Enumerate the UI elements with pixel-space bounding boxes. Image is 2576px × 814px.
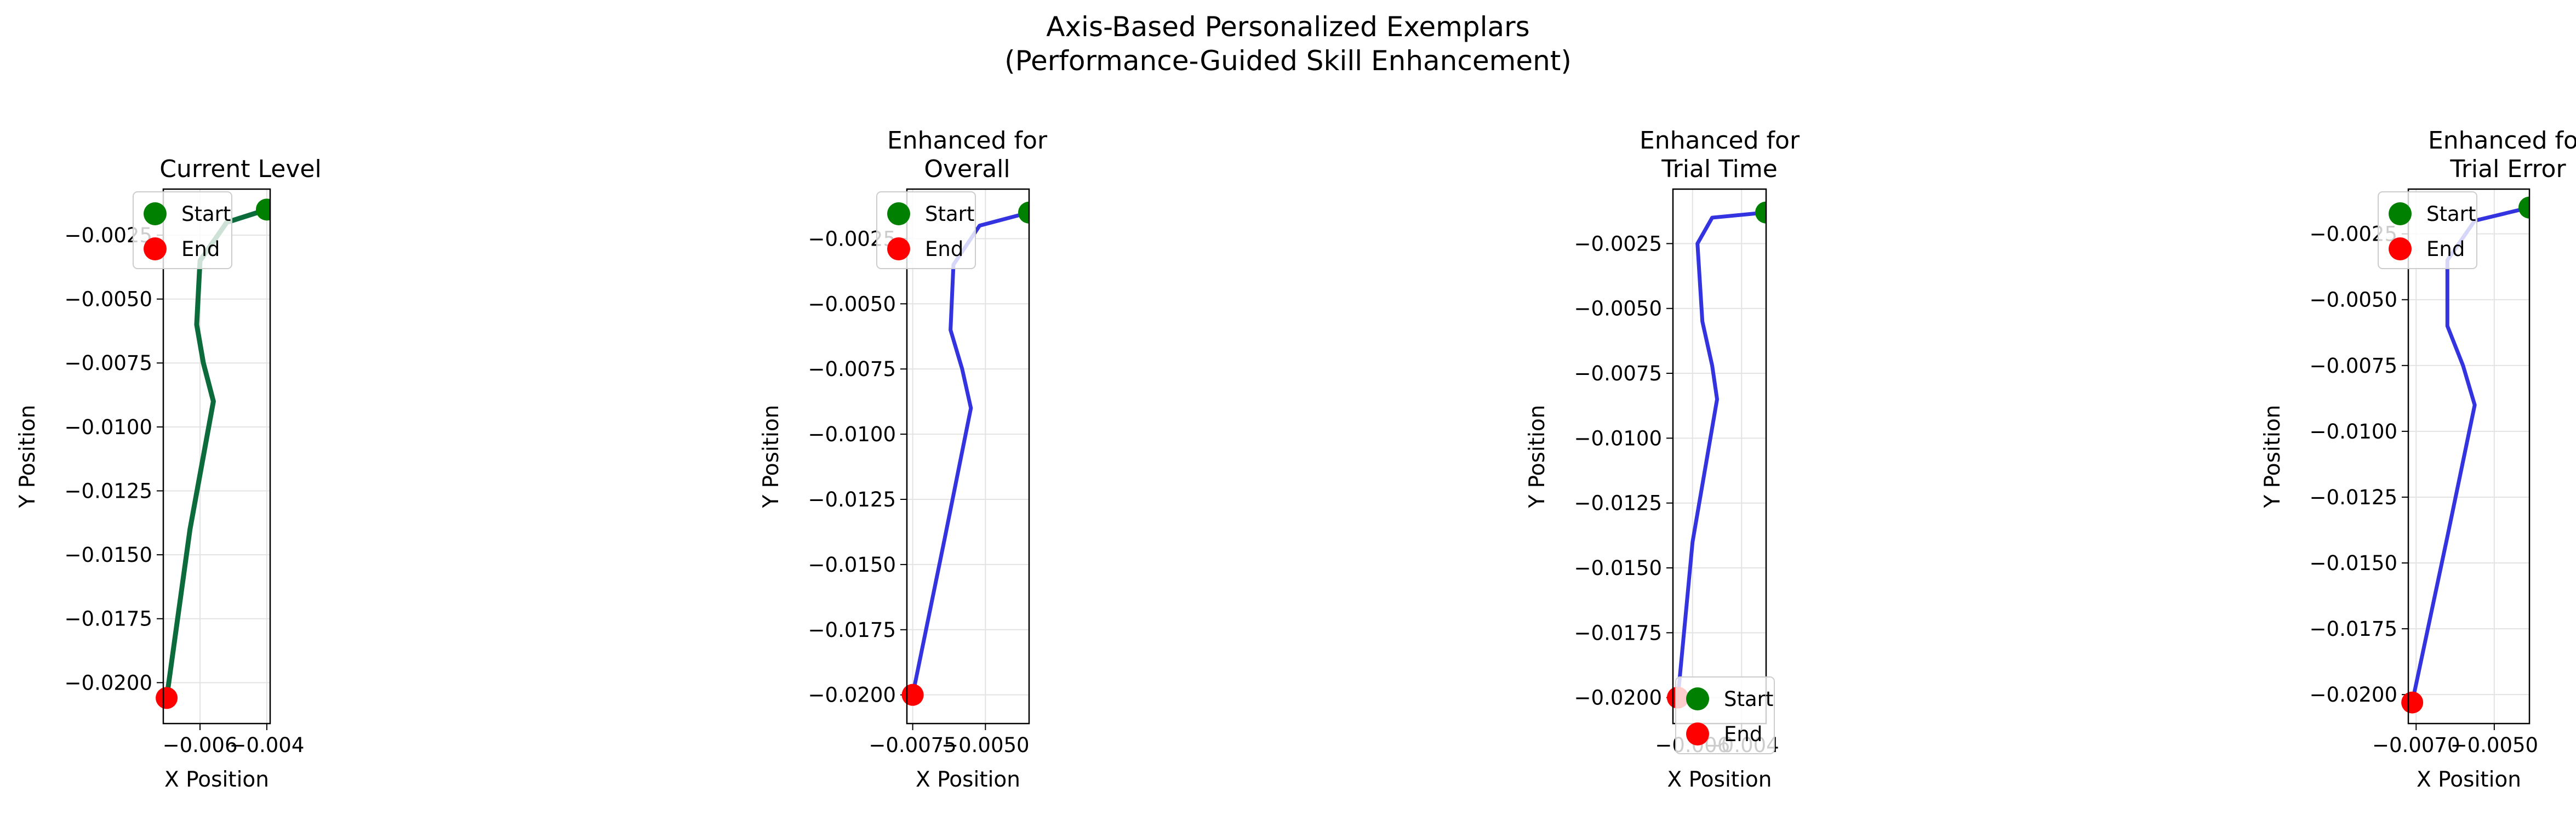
y-tick-label: −0.0200 xyxy=(808,684,896,707)
subplot-title: Current Level xyxy=(159,155,321,183)
y-axis-label: Y Position xyxy=(15,405,40,508)
y-tick-label: −0.0200 xyxy=(2310,683,2397,707)
legend-start-label: Start xyxy=(1724,687,1773,711)
legend-end-marker xyxy=(1686,722,1709,745)
trajectory-group xyxy=(2410,196,2529,705)
legend-end-label: End xyxy=(925,237,963,261)
legend-start-label: Start xyxy=(2426,202,2476,226)
legend-start-marker xyxy=(2389,202,2412,225)
subplot-title: Enhanced for xyxy=(887,127,1048,155)
y-tick-label: −0.0150 xyxy=(65,543,152,567)
y-tick-label: −0.0075 xyxy=(2310,354,2397,378)
axes-frame xyxy=(1672,188,1767,725)
y-tick-label: −0.0050 xyxy=(808,292,896,316)
legend-end-label: End xyxy=(1724,722,1762,746)
legend-end-marker xyxy=(144,237,167,260)
y-tick-label: −0.0075 xyxy=(1574,362,1662,385)
legend-end-label: End xyxy=(2426,237,2465,261)
start-marker xyxy=(1755,201,1766,224)
x-tick-label: −0.0075 xyxy=(869,733,956,757)
subplot-title: Overall xyxy=(924,155,1010,183)
start-marker xyxy=(255,198,270,221)
y-tick-label: −0.0100 xyxy=(2310,420,2397,443)
x-axis-label: X Position xyxy=(164,767,269,792)
x-tick-label: −0.0050 xyxy=(941,733,1029,757)
trajectory-line xyxy=(911,210,1029,697)
trajectory-group xyxy=(164,198,270,701)
axes-frame xyxy=(2407,188,2531,725)
legend-start-marker xyxy=(144,202,167,225)
legend-start-label: Start xyxy=(181,202,231,226)
y-tick-label: −0.0125 xyxy=(2310,486,2397,509)
y-tick-label: −0.0175 xyxy=(65,607,152,631)
trajectory-group xyxy=(1676,201,1766,700)
y-tick-label: −0.0075 xyxy=(808,357,896,381)
x-tick-label: −0.004 xyxy=(229,733,304,757)
y-tick-label: −0.0175 xyxy=(2310,617,2397,641)
x-axis-label: X Position xyxy=(1667,767,1772,792)
subplot-3: −0.0025 −0.0050 −0.0075 −0.0100 −0.0125 −0.01… xyxy=(1525,127,1800,792)
y-tick-label: −0.0050 xyxy=(65,288,152,311)
y-tick-label: −0.0125 xyxy=(808,488,896,511)
axes-frame xyxy=(162,188,271,725)
x-axis-label: X Position xyxy=(916,767,1020,792)
y-tick-label: −0.0150 xyxy=(1574,556,1662,580)
legend-end-label: End xyxy=(181,237,220,261)
x-tick-label: −0.0070 xyxy=(2372,733,2460,757)
y-tick-label: −0.0150 xyxy=(808,553,896,577)
y-tick-label: −0.0050 xyxy=(2310,288,2397,312)
legend-start-marker xyxy=(1686,687,1709,710)
legend: Start End xyxy=(876,191,976,269)
subplot-title: Trial Time xyxy=(1661,155,1778,183)
figure-title: Axis-Based Personalized Exemplars (Perfo… xyxy=(0,10,2576,78)
subplot-title: Enhanced for xyxy=(2428,127,2576,155)
y-tick-label: −0.0175 xyxy=(1574,621,1662,645)
subplot-4: −0.0025−0.0050−0.0075−0.0100−0.0125−0.01… xyxy=(2260,127,2576,792)
figure-title-line1: Axis-Based Personalized Exemplars xyxy=(1046,11,1530,43)
legend: Start End xyxy=(1675,676,1775,754)
y-tick-label: −0.0075 xyxy=(65,351,152,375)
y-tick-label: −0.0100 xyxy=(808,423,896,446)
end-marker xyxy=(901,684,924,706)
legend-start-marker xyxy=(887,202,910,225)
subplot-1: −0.0025−0.0050−0.0075−0.0100−0.0125−0.01… xyxy=(15,155,322,792)
start-marker xyxy=(1018,201,1029,224)
y-axis-label: Y Position xyxy=(759,405,784,508)
legend-start-label: Start xyxy=(925,202,974,226)
axes-frame xyxy=(906,188,1030,725)
start-marker xyxy=(2518,196,2529,219)
y-tick-label: −0.0025 xyxy=(1574,232,1662,255)
subplot-2: −0.0025−0.0050−0.0075−0.0100−0.0125−0.01… xyxy=(759,127,1048,792)
end-marker xyxy=(2401,691,2424,714)
subplot-title: Trial Error xyxy=(2449,155,2566,183)
y-tick-label: −0.0100 xyxy=(1574,426,1662,450)
trajectory-group xyxy=(911,201,1029,697)
y-tick-label: −0.0050 xyxy=(1574,297,1662,321)
x-tick-label: −0.0050 xyxy=(2451,733,2538,757)
y-tick-label: −0.0200 xyxy=(65,671,152,695)
end-marker xyxy=(156,687,178,709)
legend-end-marker xyxy=(887,237,910,260)
subplot-title: Enhanced for xyxy=(1640,127,1800,155)
trajectory-line xyxy=(164,207,270,701)
legend: Start End xyxy=(2378,191,2477,269)
trajectory-line xyxy=(1676,210,1766,700)
y-axis-label: Y Position xyxy=(2260,405,2285,508)
x-tick-label: −0.006 xyxy=(163,733,238,757)
legend: Start End xyxy=(133,191,232,269)
figure-title-line2: (Performance-Guided Skill Enhancement) xyxy=(1004,45,1572,77)
legend-end-marker xyxy=(2389,237,2412,260)
y-axis-label: Y Position xyxy=(1525,405,1550,508)
y-tick-label: −0.0125 xyxy=(65,479,152,503)
y-tick-label: −0.0100 xyxy=(65,415,152,439)
y-tick-label: −0.0175 xyxy=(808,618,896,642)
y-tick-label: −0.0200 xyxy=(1574,686,1662,710)
x-axis-label: X Position xyxy=(2417,767,2521,792)
y-tick-label: −0.0125 xyxy=(1574,492,1662,515)
y-tick-label: −0.0150 xyxy=(2310,551,2397,575)
